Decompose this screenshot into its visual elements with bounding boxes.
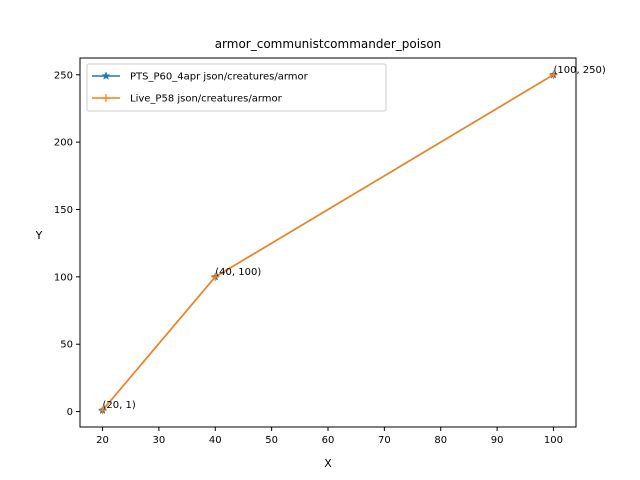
x-tick-label: 90 (491, 435, 504, 446)
legend-box (86, 63, 387, 112)
x-axis-label: X (324, 457, 332, 470)
y-axis-ticks: 0 50 100 150 200 250 (54, 70, 80, 418)
y-tick-label: 50 (60, 340, 73, 351)
x-tick-label: 30 (153, 435, 166, 446)
point-annotation: (100, 250) (553, 65, 605, 76)
legend-label-1: PTS_P60_4apr json/creatures/armor (130, 72, 309, 83)
legend-marker-2 (102, 94, 110, 102)
x-tick-label: 80 (434, 435, 447, 446)
x-axis-ticks: 20 30 40 50 60 70 80 90 100 (96, 427, 563, 446)
legend-marker-1 (101, 71, 111, 80)
legend-label-2: Live_P58 json/creatures/armor (130, 94, 283, 105)
y-axis-label: Y (35, 229, 43, 242)
y-tick-label: 0 (67, 407, 73, 418)
y-tick-label: 100 (54, 272, 73, 283)
x-tick-label: 70 (378, 435, 391, 446)
y-tick-label: 200 (54, 138, 73, 149)
legend: PTS_P60_4apr json/creatures/armor Live_P5… (86, 63, 387, 112)
x-tick-label: 60 (322, 435, 335, 446)
plot-frame (79, 57, 577, 428)
point-annotation: (40, 100) (215, 267, 261, 278)
annotations: (20, 1) (40, 100) (100, 250) (103, 65, 606, 411)
point-annotation: (20, 1) (103, 400, 136, 411)
y-tick-label: 250 (54, 70, 73, 81)
plot-area (80, 58, 576, 427)
x-tick-label: 100 (544, 435, 563, 446)
series-layer (98, 70, 558, 415)
chart-title: armor_communistcommander_poison (215, 37, 442, 51)
x-tick-label: 40 (209, 435, 222, 446)
x-tick-label: 50 (265, 435, 278, 446)
y-tick-label: 150 (54, 205, 73, 216)
series-2-point (211, 272, 220, 281)
series-2-point (549, 70, 558, 79)
series-2-point (98, 406, 107, 415)
x-tick-label: 20 (96, 435, 109, 446)
